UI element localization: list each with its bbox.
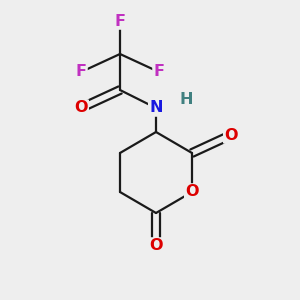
Text: H: H — [179, 92, 193, 106]
Text: O: O — [224, 128, 238, 142]
Text: F: F — [76, 64, 86, 80]
Text: O: O — [74, 100, 88, 116]
Text: O: O — [185, 184, 199, 200]
Text: N: N — [149, 100, 163, 116]
Text: F: F — [115, 14, 125, 28]
Text: O: O — [149, 238, 163, 253]
Text: F: F — [154, 64, 164, 80]
